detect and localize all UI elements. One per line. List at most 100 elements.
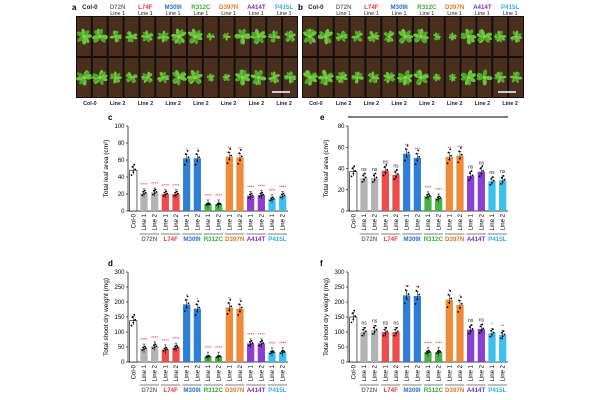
x-tick-label: Line 2 [174, 364, 180, 381]
rosette-center [146, 35, 149, 38]
leaf [128, 72, 132, 78]
significance-label: ** [501, 324, 505, 329]
rosette-center [372, 35, 375, 38]
rosette-center [403, 34, 407, 39]
significance-label: ns [489, 170, 495, 176]
leaf [452, 76, 457, 79]
leaf [421, 35, 429, 40]
leaf [172, 77, 179, 83]
leaf [335, 35, 342, 40]
data-point [481, 165, 484, 168]
data-point [448, 158, 451, 161]
leaf [413, 36, 421, 42]
data-point [262, 193, 265, 196]
leaf [91, 35, 100, 40]
leaf [210, 33, 215, 37]
x-tick-label: Line 1 [227, 364, 233, 381]
genotype-label: M309I [391, 4, 408, 11]
leaf [397, 72, 405, 78]
group-label: D72N [361, 387, 377, 394]
leaf [223, 77, 227, 81]
group-label: M309I [183, 387, 200, 394]
leaf [468, 29, 474, 37]
group-label: M309I [183, 236, 200, 243]
significance-label: **** [140, 182, 147, 187]
leaf [255, 28, 260, 36]
leaf [449, 77, 453, 80]
plant-photo [303, 17, 523, 97]
data-point [272, 197, 275, 200]
significance-label: * [459, 294, 461, 299]
leaf [234, 76, 242, 82]
x-tick-label: Line 2 [373, 364, 379, 381]
significance-label: ns [393, 164, 399, 170]
bar [371, 178, 379, 211]
data-point [279, 196, 282, 199]
bottom-line-label: Line 2 [193, 101, 209, 107]
x-tick-label: Line 2 [174, 213, 180, 230]
leaf [116, 34, 122, 38]
significance-label: **** [140, 337, 147, 342]
data-point [470, 170, 473, 172]
data-point [448, 301, 451, 304]
data-point [280, 350, 283, 353]
y-tick-label: 0 [341, 209, 345, 215]
data-point [271, 351, 273, 354]
x-tick-label: Line 1 [249, 213, 255, 230]
data-point [141, 194, 144, 197]
data-point [176, 344, 178, 347]
leaf [383, 77, 389, 82]
group-label: D72N [141, 387, 157, 394]
data-point [384, 171, 387, 174]
bar [257, 194, 265, 211]
line-sublabel: Line 1 [392, 11, 407, 17]
leaf [187, 31, 195, 37]
bar [193, 308, 201, 362]
leaf [224, 33, 227, 37]
data-point [458, 299, 460, 302]
rosette-center [146, 76, 149, 79]
data-point [500, 331, 503, 334]
chart-d: d 0 50 100 150 200 250 300 Total shoot dry weigh… [103, 259, 288, 394]
rosette-center [451, 76, 454, 79]
line-sublabel: Line 1 [194, 11, 209, 17]
data-point [142, 190, 145, 193]
chart-f: f 0 50 100 150 200 250 300 Total shoot dry weigh… [320, 259, 508, 394]
leaf [326, 74, 334, 79]
x-tick-label: Line 2 [437, 213, 443, 230]
leaf [290, 33, 296, 37]
rosette-center [98, 34, 102, 39]
leaf [179, 72, 187, 78]
data-point [269, 199, 272, 202]
rosette-center [435, 35, 438, 38]
data-point [184, 298, 187, 301]
leaf [127, 36, 132, 42]
leaf [162, 71, 166, 78]
significance-label: **** [435, 187, 442, 192]
leaf [511, 77, 517, 83]
leaf [163, 35, 170, 39]
chart-e: e 0 20 40 60 80 Total leaf area (cm²) Col-0 ns Li… [320, 113, 508, 243]
significance-label: **** [424, 341, 431, 346]
group-label: D72N [361, 236, 377, 243]
leaf [499, 71, 503, 78]
leaf [357, 36, 363, 41]
y-axis-label: Total leaf area (cm²) [323, 140, 330, 198]
significance-label: **** [247, 184, 254, 189]
group-label: D72N [141, 236, 157, 243]
x-tick-label: Line 2 [415, 364, 421, 381]
leaf [468, 77, 476, 83]
leaf [147, 73, 153, 78]
significance-label: ns [361, 321, 367, 327]
leaf [371, 71, 375, 77]
significance-label: ** [405, 284, 409, 289]
significance-label: **** [424, 185, 431, 190]
leaf [466, 37, 471, 45]
leaf [274, 74, 280, 78]
data-point [479, 325, 482, 328]
genotype-label: D397N [219, 4, 239, 11]
data-point [283, 351, 286, 353]
data-point [251, 342, 254, 344]
x-tick-label: Line 1 [142, 213, 148, 230]
leaf [500, 75, 507, 79]
